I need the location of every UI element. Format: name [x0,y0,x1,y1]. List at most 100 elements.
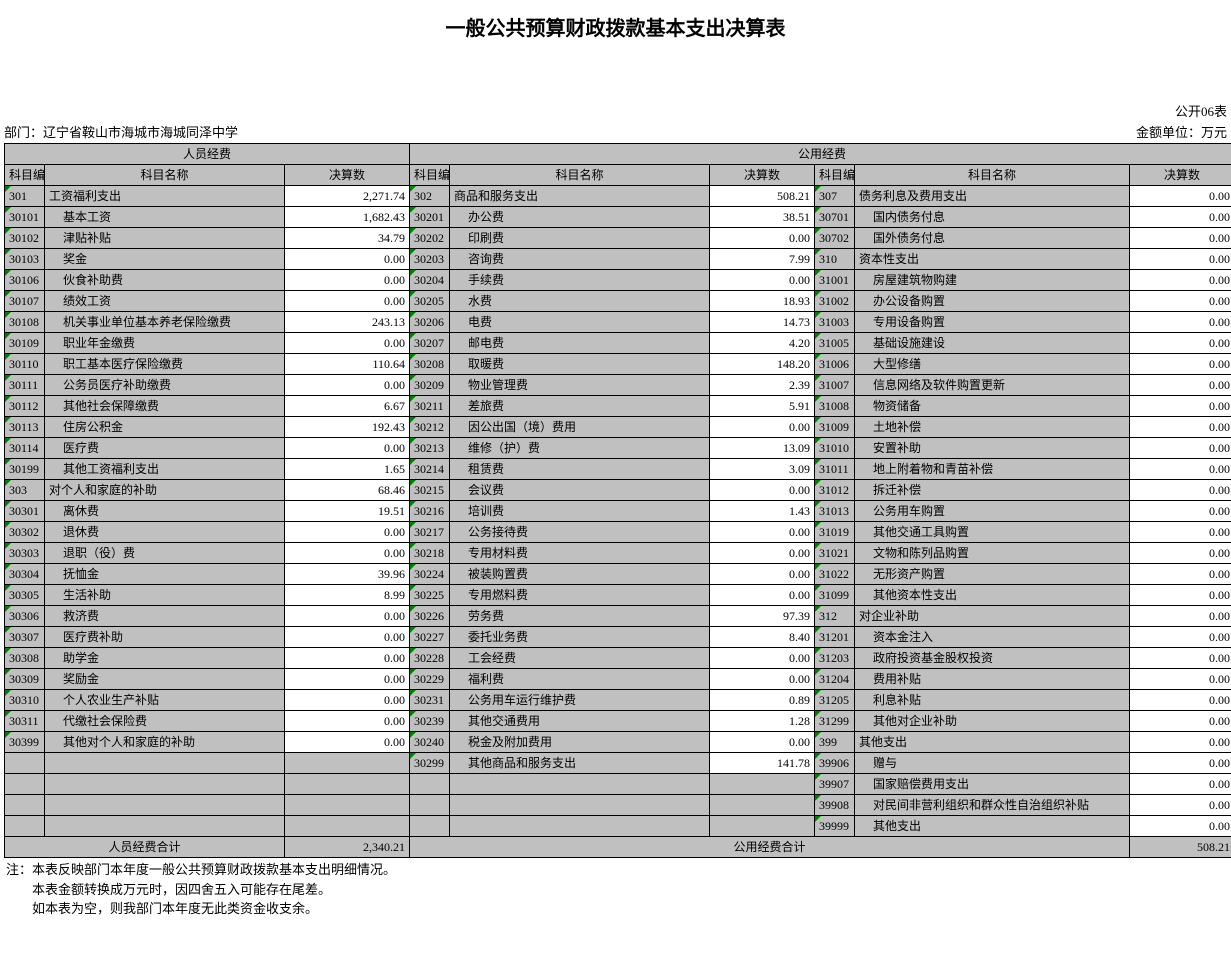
table-row: 301工资福利支出2,271.74302商品和服务支出508.21307债务利息… [5,186,1231,207]
cell: 13.09 [710,438,815,459]
cell: 其他支出 [855,732,1130,753]
cell: 30309 [5,669,45,690]
table-row: 30103奖金0.0030203咨询费7.99310资本性支出0.00 [5,249,1231,270]
cell: 0.00 [710,585,815,606]
cell: 无形资产购置 [855,564,1130,585]
cell: 0.00 [285,627,410,648]
cell: 302 [410,186,450,207]
cell: 3.09 [710,459,815,480]
cell: 30202 [410,228,450,249]
cell: 30211 [410,396,450,417]
cell: 68.46 [285,480,410,501]
cell: 0.00 [710,417,815,438]
cell: 其他资本性支出 [855,585,1130,606]
cell: 医疗费 [45,438,285,459]
cell [45,753,285,774]
cell: 30217 [410,522,450,543]
cell: 0.00 [1130,753,1231,774]
cell: 18.93 [710,291,815,312]
cell: 拆迁补偿 [855,480,1130,501]
cell: 其他工资福利支出 [45,459,285,480]
col-header-num: 决算数 [285,165,410,186]
cell: 0.00 [1130,627,1231,648]
cell: 国内债务付息 [855,207,1130,228]
cell: 1.43 [710,501,815,522]
cell: 利息补贴 [855,690,1130,711]
table-row: 30308助学金0.0030228工会经费0.0031203政府投资基金股权投资… [5,648,1231,669]
cell: 专用燃料费 [450,585,710,606]
cell: 30216 [410,501,450,522]
cell: 公务用车购置 [855,501,1130,522]
table-row: 30111公务员医疗补助缴费0.0030209物业管理费2.3931007信息网… [5,375,1231,396]
cell: 30102 [5,228,45,249]
cell: 30107 [5,291,45,312]
col-header-code: 科目编码 [410,165,450,186]
cell: 31019 [815,522,855,543]
cell: 0.00 [1130,585,1231,606]
cell [710,774,815,795]
cell: 绩效工资 [45,291,285,312]
total1-label: 人员经费合计 [5,837,285,858]
cell: 19.51 [285,501,410,522]
cell: 30215 [410,480,450,501]
table-row: 30112其他社会保障缴费6.6730211差旅费5.9131008物资储备0.… [5,396,1231,417]
cell: 0.00 [1130,228,1231,249]
cell: 30209 [410,375,450,396]
total2-num: 508.21 [1130,837,1231,858]
cell: 0.00 [285,543,410,564]
cell: 39907 [815,774,855,795]
cell [5,816,45,837]
cell: 30205 [410,291,450,312]
cell: 印刷费 [450,228,710,249]
cell: 31002 [815,291,855,312]
cell: 福利费 [450,669,710,690]
cell: 1.28 [710,711,815,732]
cell: 0.00 [285,270,410,291]
cell: 物业管理费 [450,375,710,396]
cell: 电费 [450,312,710,333]
cell: 物资储备 [855,396,1130,417]
cell: 30306 [5,606,45,627]
cell [5,774,45,795]
cell: 劳务费 [450,606,710,627]
cell: 伙食补助费 [45,270,285,291]
table-row: 30309奖励金0.0030229福利费0.0031204费用补贴0.00 [5,669,1231,690]
table-row: 30108机关事业单位基本养老保险缴费243.1330206电费14.73310… [5,312,1231,333]
cell: 对个人和家庭的补助 [45,480,285,501]
cell: 其他对企业补助 [855,711,1130,732]
cell: 110.64 [285,354,410,375]
table-row: 30106伙食补助费0.0030204手续费0.0031001房屋建筑物购建0.… [5,270,1231,291]
cell: 30110 [5,354,45,375]
cell [710,795,815,816]
cell: 0.00 [285,249,410,270]
col-header-num: 决算数 [710,165,815,186]
col-header-code: 科目编码 [815,165,855,186]
cell: 0.00 [285,438,410,459]
cell [410,795,450,816]
cell: 0.00 [1130,312,1231,333]
cell [5,795,45,816]
cell: 39908 [815,795,855,816]
cell: 奖励金 [45,669,285,690]
cell: 0.00 [285,711,410,732]
cell: 救济费 [45,606,285,627]
table-row: 30311代缴社会保险费0.0030239其他交通费用1.2831299其他对企… [5,711,1231,732]
cell: 30203 [410,249,450,270]
cell: 31205 [815,690,855,711]
cell: 0.00 [1130,270,1231,291]
table-row: 30299其他商品和服务支出141.7839906赠与0.00 [5,753,1231,774]
cell: 30307 [5,627,45,648]
cell: 抚恤金 [45,564,285,585]
table-row: 39999其他支出0.00 [5,816,1231,837]
cell: 243.13 [285,312,410,333]
table-row: 39907国家赔偿费用支出0.00 [5,774,1231,795]
cell: 4.20 [710,333,815,354]
cell: 基本工资 [45,207,285,228]
cell [410,774,450,795]
cell: 0.00 [1130,501,1231,522]
cell: 公务员医疗补助缴费 [45,375,285,396]
cell: 30201 [410,207,450,228]
cell: 31299 [815,711,855,732]
cell: 差旅费 [450,396,710,417]
cell: 0.00 [1130,480,1231,501]
